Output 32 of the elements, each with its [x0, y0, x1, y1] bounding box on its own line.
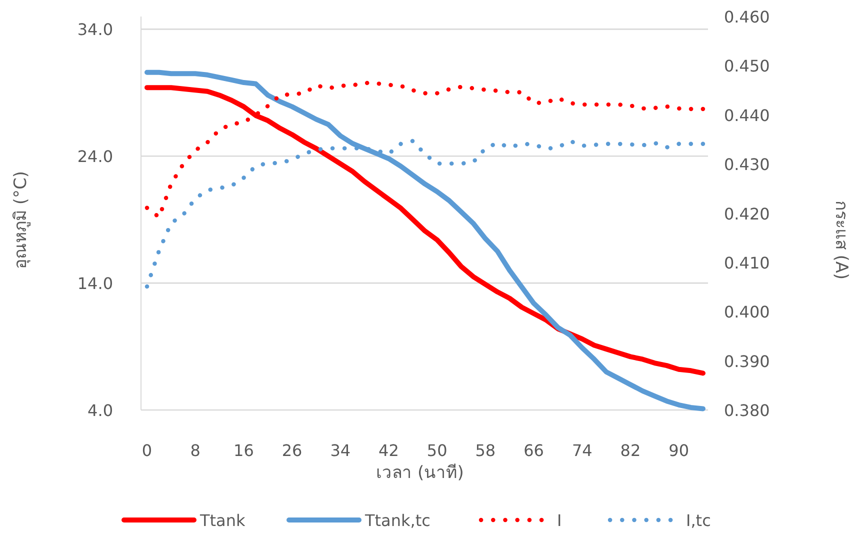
- y2-tick-label: 0.380: [724, 401, 770, 420]
- y2-tick-label: 0.430: [724, 155, 770, 174]
- y-axis-title: อุณหภูมิ (°C): [11, 170, 31, 270]
- x-tick-label: 66: [524, 441, 544, 460]
- y2-tick-label: 0.460: [724, 8, 770, 26]
- x-tick-label: 0: [142, 441, 152, 460]
- y-tick-label: 24.0: [77, 147, 113, 166]
- x-tick-label: 34: [330, 441, 351, 460]
- y2-tick-label: 0.420: [724, 204, 770, 224]
- y-tick-label: 34.0: [77, 20, 113, 40]
- x-tick-label: 16: [234, 441, 254, 460]
- y2-tick-label: 0.400: [724, 302, 770, 322]
- y-tick-label: 4.0: [88, 401, 113, 420]
- x-tick-label: 26: [282, 441, 302, 460]
- x-tick-label: 42: [378, 441, 399, 460]
- y2-tick-label: 0.440: [724, 106, 770, 125]
- y2-tick-label: 0.410: [724, 253, 770, 272]
- x-tick-label: 82: [620, 441, 641, 460]
- legend-label: I: [557, 511, 562, 530]
- y2-tick-label: 0.390: [724, 352, 770, 371]
- legend-label: I,tc: [686, 511, 711, 530]
- x-tick-label: 8: [190, 441, 200, 460]
- legend-label: Ttank,tc: [364, 511, 430, 530]
- legend-label: Ttank: [199, 511, 246, 530]
- x-tick-label: 58: [475, 441, 496, 460]
- x-axis-title: เวลา (นาที): [376, 463, 464, 483]
- x-tick-label: 50: [426, 441, 448, 460]
- y2-axis-title: กระแส (A): [831, 200, 850, 280]
- y2-tick-label: 0.450: [724, 56, 770, 76]
- x-tick-label: 74: [572, 441, 592, 460]
- y-tick-label: 14.0: [77, 274, 113, 294]
- x-tick-label: 90: [668, 441, 690, 460]
